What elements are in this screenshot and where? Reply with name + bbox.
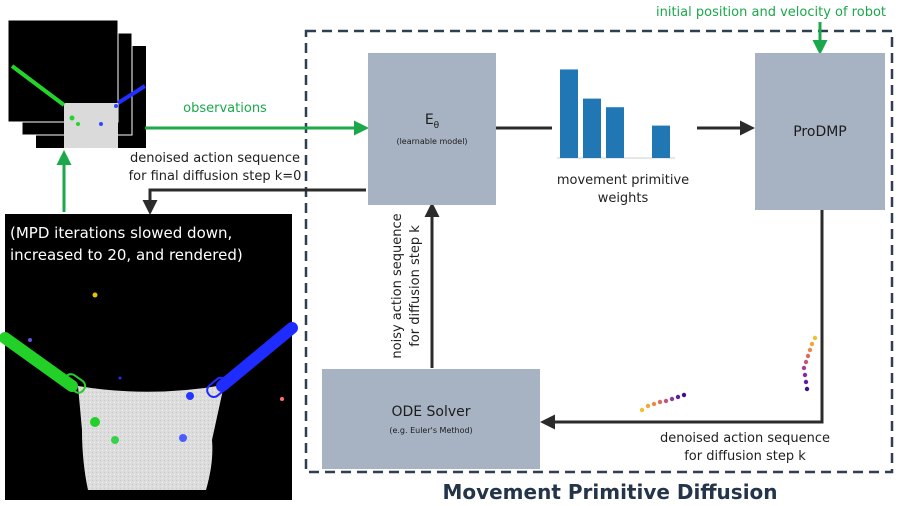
ode-solver-subtitle: (e.g. Euler's Method) [389,425,473,435]
final-sequence-arrow [142,188,366,215]
encoder-box: Eθ (learnable model) [368,53,496,205]
denoised-line1: denoised action sequence [659,431,830,446]
denoised-sequence-label: denoised action sequence for diffusion s… [640,430,850,466]
noisy-sequence-label: noisy action sequence for diffusion step… [389,196,425,376]
denoised-line2: for diffusion step k [684,449,806,464]
weights-line1: movement primitive [556,173,690,188]
ode-solver-title: ODE Solver [391,403,471,420]
noisy-line1: noisy action sequence [390,213,405,359]
final-sequence-line2: for final diffusion step k=0 [128,169,302,184]
initial-state-label: initial position and velocity of robot [655,5,886,20]
final-sequence-line1: denoised action sequence [129,151,300,166]
weight-bar [606,107,624,158]
prodmp-to-ode-arrow [540,210,824,430]
weight-bar [583,98,601,158]
encoder-title: Eθ [424,112,440,131]
encoder-subtitle: (learnable model) [396,136,468,146]
prodmp-title: ProDMP [793,123,847,140]
prodmp-box: ProDMP [755,53,885,210]
frame-title: Movement Primitive Diffusion [442,480,778,504]
trajectory-dots-horizontal [639,392,687,413]
trajectory-dots-vertical [801,335,818,392]
weights-bar-chart [557,69,675,159]
observations-label: observations [183,101,267,116]
ode-solver-box: ODE Solver (e.g. Euler's Method) [322,369,540,469]
render-caption-line1: (MPD iterations slowed down, [10,224,233,242]
movement-primitive-diffusion-frame [304,29,894,474]
weights-line2: weights [597,191,649,206]
weight-bar [652,125,670,158]
noisy-line2: for diffusion step k [408,225,423,347]
weight-bar [560,69,578,158]
final-sequence-label: denoised action sequence for final diffu… [105,150,325,186]
render-panel [0,214,298,500]
render-caption: (MPD iterations slowed down, increased t… [10,222,290,266]
render-caption-line2: increased to 20, and rendered) [10,246,243,264]
weights-label: movement primitive weights [538,172,708,208]
observation-frames [7,19,147,148]
